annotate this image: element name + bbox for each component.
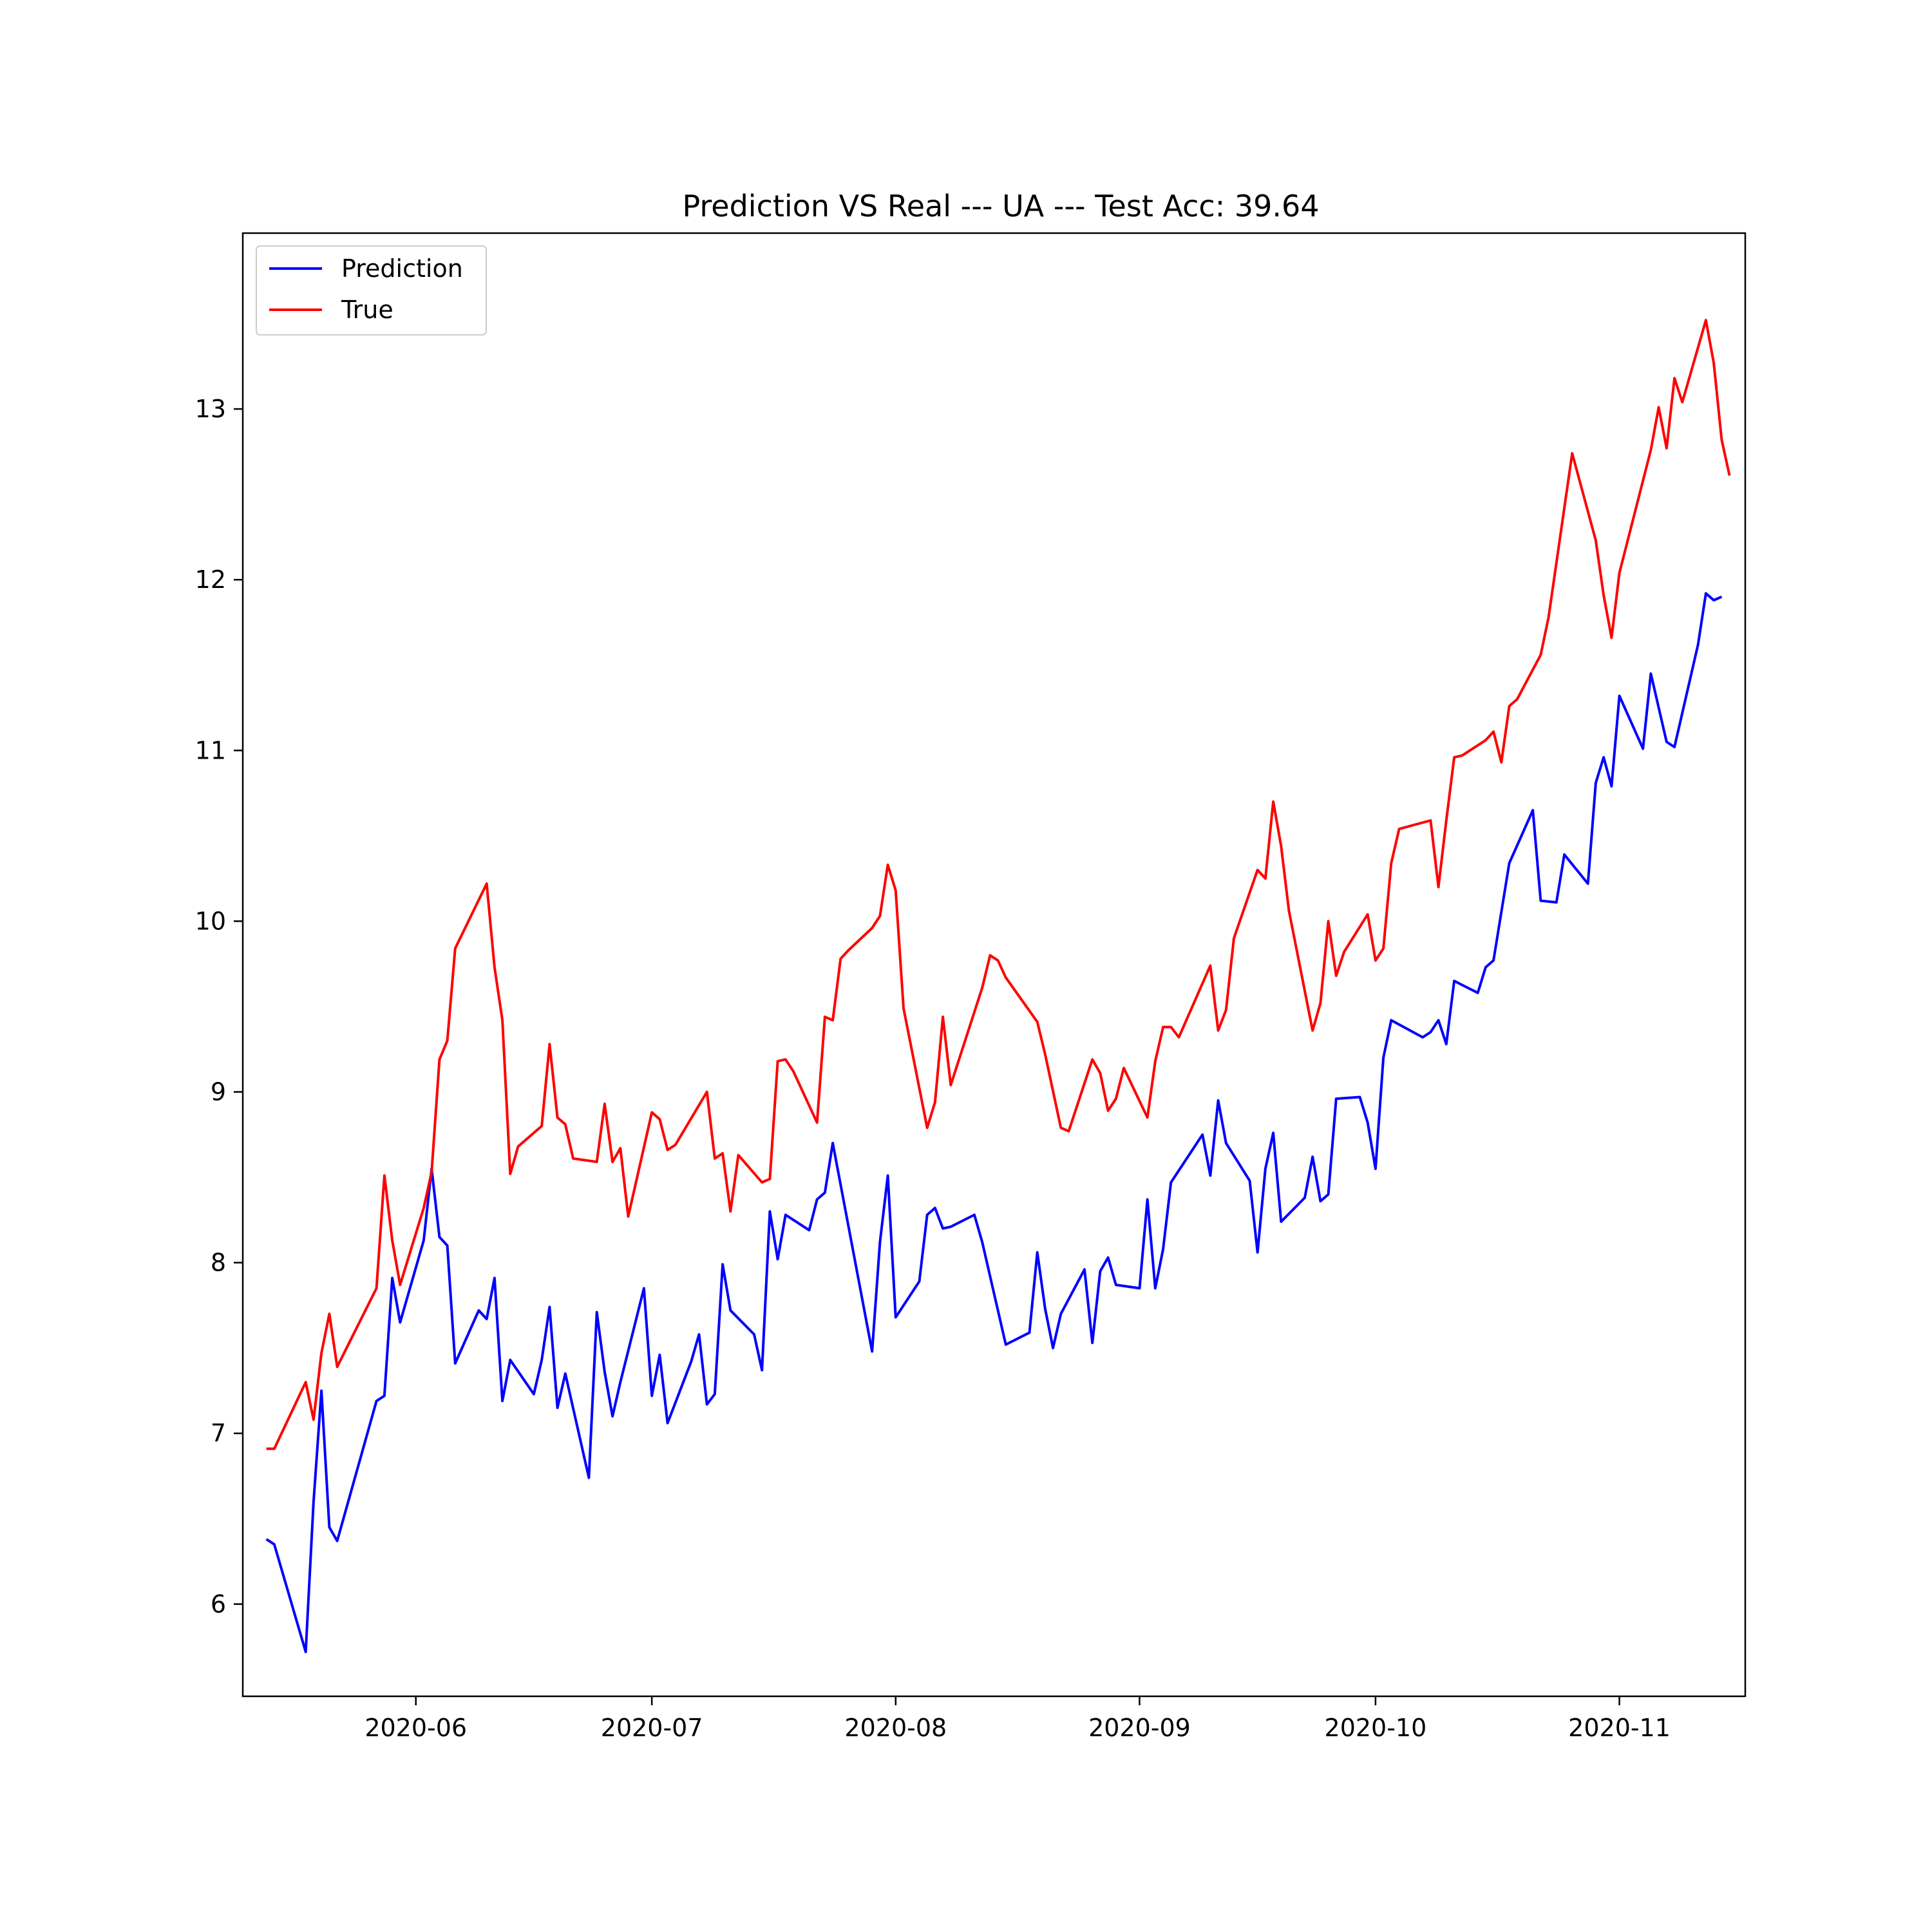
series-line-true — [266, 319, 1731, 1450]
y-tick-label: 12 — [195, 565, 226, 594]
x-tick-label: 2020-08 — [844, 1714, 947, 1742]
x-tick-label: 2020-07 — [601, 1714, 703, 1742]
y-tick-label: 13 — [195, 395, 226, 423]
y-tick-label: 10 — [195, 907, 226, 935]
y-tick-label: 11 — [195, 736, 226, 764]
y-tick-label: 9 — [211, 1078, 226, 1106]
x-tick-label: 2020-11 — [1568, 1714, 1671, 1742]
series-line-prediction — [265, 592, 1723, 1654]
y-tick-label: 7 — [211, 1419, 226, 1448]
plot-frame — [242, 232, 1747, 1698]
chart-title: Prediction VS Real --- UA --- Test Acc: … — [682, 189, 1319, 223]
y-axis: 6 7 8 9 10 11 12 13 — [195, 395, 243, 1618]
x-tick-label: 2020-06 — [365, 1714, 467, 1742]
x-axis: 2020-06 2020-07 2020-08 2020-09 2020-10 2020-… — [365, 1696, 1671, 1742]
legend-label-true: True — [341, 296, 393, 324]
y-tick-label: 8 — [211, 1249, 226, 1277]
y-tick-label: 6 — [211, 1590, 226, 1618]
legend-label-prediction: Prediction — [341, 254, 463, 283]
x-tick-label: 2020-09 — [1088, 1714, 1191, 1742]
x-tick-label: 2020-10 — [1325, 1714, 1427, 1742]
legend: Prediction True — [256, 245, 487, 336]
series-layer — [265, 319, 1731, 1654]
